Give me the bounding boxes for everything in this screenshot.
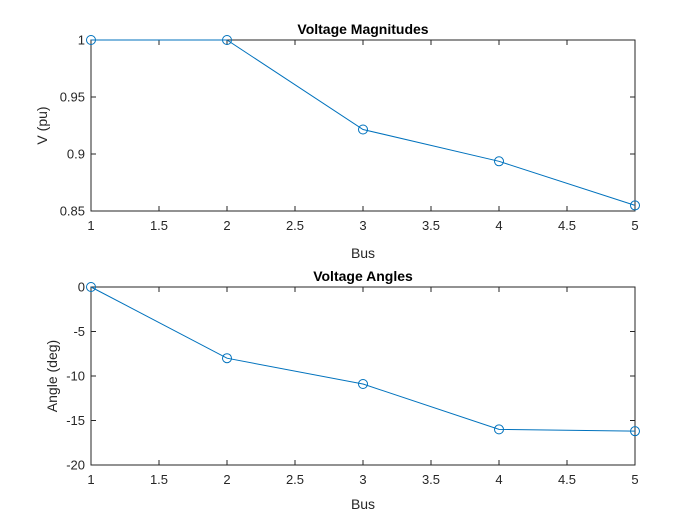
voltage-magnitudes-ytick-label: 0.95 (60, 90, 85, 105)
voltage-angles-xtick-label: 4 (495, 472, 502, 487)
voltage-magnitudes-xlabel: Bus (351, 245, 375, 261)
voltage-magnitudes-ytick-label: 0.85 (60, 204, 85, 219)
voltage-magnitudes-xtick-label: 3 (359, 218, 366, 233)
voltage-angles-data-point (358, 379, 368, 390)
voltage-magnitudes-xtick-label: 5 (631, 218, 638, 233)
voltage-angles-ytick-label: -20 (66, 458, 85, 473)
voltage-magnitudes-series-line (91, 39, 636, 206)
voltage-angles-series-line (90, 286, 636, 432)
voltage-angles-xtick-label: 1.5 (150, 472, 168, 487)
voltage-magnitudes-data-point (222, 35, 232, 45)
voltage-magnitudes-data-point (494, 156, 504, 167)
voltage-angles-xtick-label: 2 (223, 472, 230, 487)
voltage-magnitudes-xtick-label: 3.5 (422, 218, 440, 233)
voltage-magnitudes-xtick-label: 2.5 (286, 218, 304, 233)
voltage-angles-data-point (494, 424, 504, 435)
voltage-magnitudes-xtick-label: 4 (495, 218, 502, 233)
voltage-angles-title: Voltage Angles (313, 268, 413, 284)
voltage-angles-marks (86, 282, 640, 437)
voltage-magnitudes-ticks: 1 1.5 2 2.5 3 3.5 4 4.5 5 0.85 0.9 0.95 1 (60, 33, 639, 234)
voltage-magnitudes-data-point (86, 35, 96, 45)
voltage-magnitudes-ylabel: V (pu) (34, 106, 50, 144)
voltage-angles-ytick-label: -15 (66, 413, 85, 428)
voltage-angles-xtick-label: 5 (631, 472, 638, 487)
voltage-magnitudes-axes-box (90, 39, 636, 212)
voltage-angles-xtick-label: 4.5 (558, 472, 576, 487)
voltage-magnitudes-marks (86, 35, 640, 211)
voltage-magnitudes-data-point (358, 124, 368, 135)
voltage-magnitudes-subplot: Voltage Magnitudes Bus V (pu) 1 1.5 2 2.5 3 3… (34, 21, 640, 261)
voltage-angles-ticks: 1 1.5 2 2.5 3 3.5 4 4.5 5 -20 -15 -10 -5 0 (66, 280, 638, 488)
voltage-angles-ytick-label: -5 (73, 324, 85, 339)
voltage-angles-data-point (222, 353, 232, 364)
voltage-angles-data-point (630, 426, 640, 437)
voltage-angles-xtick-label: 3.5 (422, 472, 440, 487)
voltage-magnitudes-xtick-label: 1.5 (150, 218, 168, 233)
voltage-angles-subplot: Voltage Angles Bus Angle (deg) 1 1.5 2 2.5 3… (44, 268, 640, 512)
voltage-magnitudes-xtick-label: 2 (223, 218, 230, 233)
voltage-magnitudes-title: Voltage Magnitudes (297, 21, 428, 37)
voltage-angles-ylabel: Angle (deg) (44, 340, 60, 412)
voltage-angles-axes-box (90, 286, 636, 466)
voltage-magnitudes-ytick-label: 0.9 (67, 147, 85, 162)
voltage-angles-ytick-label: -10 (66, 369, 85, 384)
voltage-angles-xtick-label: 1 (87, 472, 94, 487)
voltage-angles-xtick-label: 2.5 (286, 472, 304, 487)
voltage-magnitudes-xtick-label: 4.5 (558, 218, 576, 233)
voltage-angles-xlabel: Bus (351, 496, 375, 512)
voltage-angles-xtick-label: 3 (359, 472, 366, 487)
voltage-magnitudes-xtick-label: 1 (87, 218, 94, 233)
voltage-magnitudes-ytick-label: 1 (78, 33, 85, 48)
voltage-magnitudes-data-point (630, 200, 640, 211)
voltage-angles-ytick-label: 0 (78, 280, 85, 295)
voltage-angles-data-point (86, 282, 96, 292)
